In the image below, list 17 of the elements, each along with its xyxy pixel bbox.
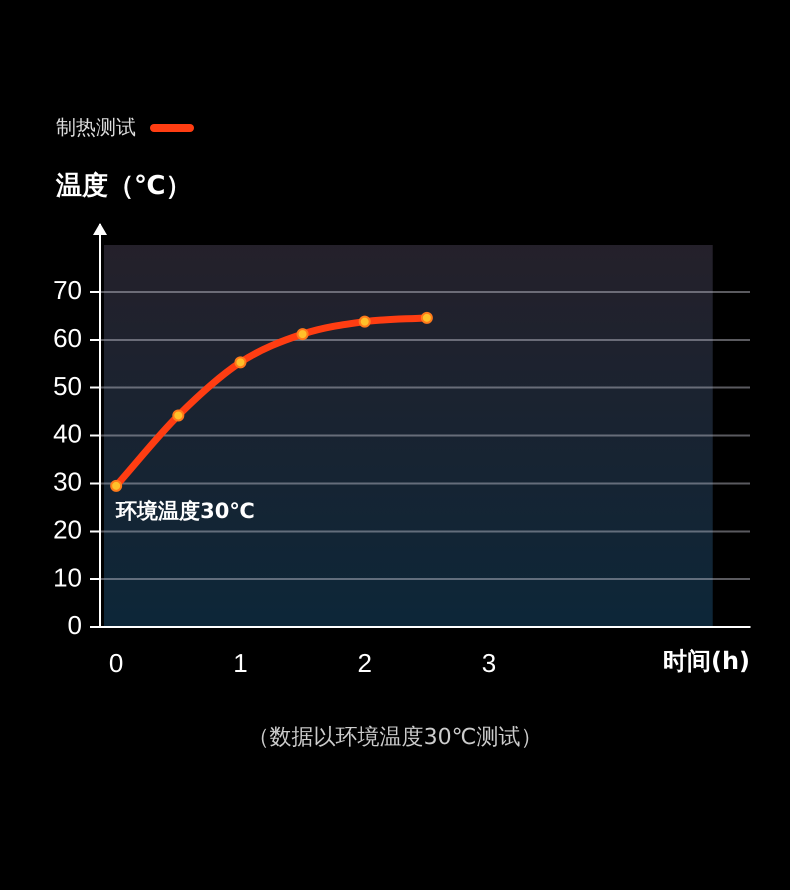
y-tick-label: 40 — [53, 418, 82, 449]
y-tick-label: 10 — [53, 562, 82, 592]
annotation: 环境温度30℃ — [115, 498, 255, 523]
y-tick-label: 0 — [68, 610, 82, 640]
y-tick-label: 50 — [53, 370, 82, 401]
y-tick-label: 70 — [53, 275, 82, 306]
legend-label: 制热测试 — [56, 114, 136, 141]
x-tick-label: 1 — [233, 648, 248, 678]
x-tick-label: 2 — [357, 648, 372, 678]
x-tick-label: 0 — [108, 648, 124, 678]
y-tick-label: 30 — [53, 466, 82, 497]
y-tick-label: 60 — [53, 323, 82, 354]
text: （数据以环境温度30℃测试） — [246, 724, 544, 752]
x-axis-title: 时间(h) — [662, 647, 750, 676]
chart-title: 温度（℃） — [56, 170, 192, 203]
y-tick-label: 20 — [53, 514, 82, 544]
x-tick-label: 3 — [482, 648, 496, 678]
